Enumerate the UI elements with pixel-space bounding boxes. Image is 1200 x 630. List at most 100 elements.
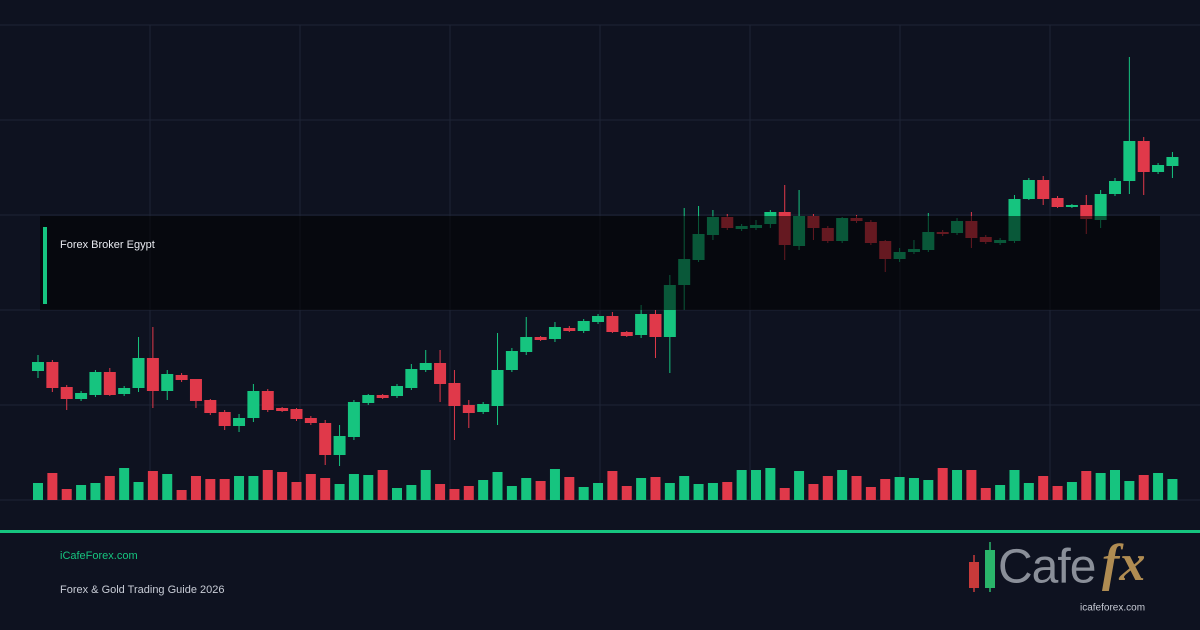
volume-bar xyxy=(995,485,1006,500)
volume-bar xyxy=(420,470,431,500)
volume-bar xyxy=(664,483,675,500)
volume-bar xyxy=(406,485,417,500)
candle-body xyxy=(32,362,44,371)
candle-body xyxy=(1094,194,1107,220)
volume-bar xyxy=(578,487,589,500)
candle-body xyxy=(60,387,73,399)
candle-body xyxy=(491,370,504,406)
candle-body xyxy=(1037,180,1050,199)
volume-bar xyxy=(90,483,101,500)
candle-body xyxy=(304,418,317,423)
volume-bar xyxy=(262,470,273,500)
volume-bar xyxy=(435,484,446,500)
candle-body xyxy=(1152,165,1165,172)
volume-bar xyxy=(923,480,934,500)
logo: Cafe fx icafeforex.com xyxy=(969,535,1145,614)
volume-bar xyxy=(1023,483,1034,500)
volume-bar xyxy=(219,479,230,500)
volume-bar xyxy=(837,470,848,500)
volume-bar xyxy=(636,478,647,500)
candle-body xyxy=(161,374,174,391)
candle-body xyxy=(89,372,102,395)
banner-label: Forex Broker Egypt xyxy=(60,239,155,251)
volume-bar xyxy=(277,472,288,500)
candle-body xyxy=(505,351,518,370)
volume-bar xyxy=(880,479,891,500)
volume-bar xyxy=(506,486,517,500)
candle-body xyxy=(434,363,447,384)
candle-body xyxy=(362,395,375,403)
candle-body xyxy=(261,391,274,410)
volume-bar xyxy=(779,488,790,500)
volume-bar xyxy=(478,480,489,500)
volume-bar xyxy=(176,490,187,500)
volume-bar xyxy=(348,474,359,500)
volume-bar xyxy=(1124,481,1135,500)
footer-subtitle: Forex & Gold Trading Guide 2026 xyxy=(60,584,224,596)
volume-bar xyxy=(147,471,158,500)
candle-body xyxy=(247,391,260,418)
volume-bar xyxy=(1153,473,1164,500)
volume-bar xyxy=(564,477,575,500)
candle-body xyxy=(606,316,619,332)
volume-bar xyxy=(190,476,201,500)
divider xyxy=(0,530,1200,533)
candle-body xyxy=(520,337,533,352)
candle-body xyxy=(146,358,159,391)
volume-bar xyxy=(61,489,72,500)
candle-body xyxy=(347,402,360,437)
volume-bar xyxy=(650,477,661,500)
candle-body xyxy=(448,383,461,406)
candle-body xyxy=(233,418,246,426)
volume-bar xyxy=(707,483,718,500)
volume-bar xyxy=(1009,470,1020,500)
candle-body xyxy=(218,412,231,426)
volume-bar xyxy=(751,470,761,500)
volume-bar xyxy=(808,484,819,500)
candle-body xyxy=(46,362,59,388)
candle-body xyxy=(1022,180,1035,199)
volume-bar xyxy=(1110,470,1120,500)
volume-bar xyxy=(794,471,805,500)
candle-body xyxy=(1051,198,1064,207)
logo-word: Cafe xyxy=(998,541,1095,594)
volume-bar xyxy=(76,485,87,500)
candle-body xyxy=(1166,157,1179,166)
volume-bar xyxy=(119,468,130,500)
volume-bar xyxy=(693,484,704,500)
candle-body xyxy=(1080,205,1093,219)
candle-body xyxy=(376,395,389,398)
volume-bar xyxy=(722,482,733,500)
candle-body xyxy=(1137,141,1150,172)
volume-bar xyxy=(966,470,977,500)
volume-bar xyxy=(320,478,331,500)
volume-bar xyxy=(736,470,747,500)
volume-bar xyxy=(521,478,532,500)
volume-bar xyxy=(305,474,316,500)
candle-body xyxy=(548,327,561,339)
volume-bar xyxy=(334,484,345,500)
candle-body xyxy=(1065,205,1078,207)
volume-bar xyxy=(980,488,991,500)
candle-body xyxy=(290,409,303,419)
banner-accent xyxy=(43,227,47,304)
candle-body xyxy=(477,404,490,412)
volume-bar xyxy=(33,483,43,500)
candle-body xyxy=(620,332,633,336)
volume-bar xyxy=(492,472,503,500)
volume-bar xyxy=(47,473,58,500)
volume-bar xyxy=(549,469,560,500)
candle-body xyxy=(1123,141,1136,181)
candle-body xyxy=(649,314,662,337)
volume-bar xyxy=(607,471,618,500)
candle-body xyxy=(204,400,217,413)
candle-body xyxy=(189,379,202,401)
volume-bar xyxy=(851,476,862,500)
logo-icon xyxy=(969,562,979,588)
volume-bar xyxy=(291,482,302,500)
candle-body xyxy=(333,436,346,455)
volume-bar xyxy=(248,476,259,500)
candle-body xyxy=(635,314,648,335)
candle-body xyxy=(563,328,576,331)
